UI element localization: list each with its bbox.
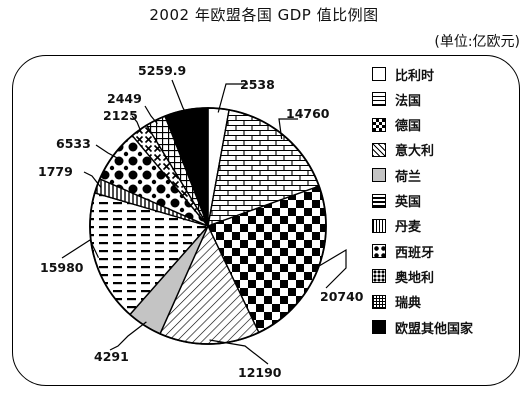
legend-item: 奥地利 <box>372 265 434 287</box>
legend-item: 比利时 <box>372 63 434 85</box>
data-label: 6533 <box>56 136 91 151</box>
legend-label: 瑞典 <box>395 296 422 312</box>
legend-swatch <box>372 218 386 233</box>
data-label: 5259.9 <box>138 63 186 78</box>
legend-item: 法国 <box>372 88 421 110</box>
leader-line <box>171 79 188 115</box>
legend-swatch <box>372 142 386 157</box>
legend-swatch <box>372 193 386 208</box>
legend-label: 奥地利 <box>395 270 435 286</box>
leader-line <box>61 239 100 259</box>
data-label: 2538 <box>240 77 275 92</box>
legend-label: 西班牙 <box>395 245 435 261</box>
legend-swatch <box>372 117 386 132</box>
legend-swatch <box>372 244 386 259</box>
legend-swatch <box>372 168 386 183</box>
data-label: 1779 <box>38 164 73 179</box>
data-label: 2125 <box>103 108 138 123</box>
legend-item: 欧盟其他国家 <box>372 316 473 338</box>
data-label: 2449 <box>107 91 142 106</box>
legend-label: 比利时 <box>395 68 435 84</box>
leader-line <box>278 118 298 140</box>
legend-item: 意大利 <box>372 139 434 161</box>
data-label: 12190 <box>238 365 282 380</box>
legend-item: 荷兰 <box>372 164 421 186</box>
legend-swatch <box>372 67 386 81</box>
legend-swatch <box>372 320 386 334</box>
leader-line <box>209 339 269 365</box>
legend-label: 德国 <box>395 119 422 135</box>
leader-line <box>131 115 143 134</box>
leader-line <box>144 105 158 125</box>
leader-line <box>83 171 102 188</box>
legend-label: 英国 <box>395 195 422 210</box>
leader-line <box>95 144 117 159</box>
legend-swatch <box>372 269 386 284</box>
legend-item: 西班牙 <box>372 240 434 262</box>
chart-title: 2002 年欧盟各国 GDP 值比例图 <box>149 6 379 24</box>
data-label: 15980 <box>40 260 84 275</box>
legend-label: 丹麦 <box>395 220 422 236</box>
legend-item: 瑞典 <box>372 291 421 313</box>
leader-line <box>109 321 147 351</box>
legend-swatch <box>372 294 386 309</box>
legend-label: 欧盟其他国家 <box>395 321 474 337</box>
legend-item: 英国 <box>372 190 421 212</box>
legend-label: 荷兰 <box>395 169 422 185</box>
legend-item: 德国 <box>372 114 421 136</box>
pie-outline <box>89 107 327 345</box>
chart-frame <box>12 55 520 386</box>
data-label: 20740 <box>320 289 364 304</box>
data-label: 4291 <box>94 349 129 364</box>
data-label: 14760 <box>286 106 330 121</box>
leader-line <box>217 83 248 113</box>
legend-item: 丹麦 <box>372 215 421 237</box>
unit-label: (单位:亿欧元) <box>434 34 520 50</box>
leader-line <box>313 248 347 289</box>
legend-swatch <box>372 92 386 107</box>
legend-label: 意大利 <box>395 144 435 160</box>
legend-label: 法国 <box>395 93 422 109</box>
